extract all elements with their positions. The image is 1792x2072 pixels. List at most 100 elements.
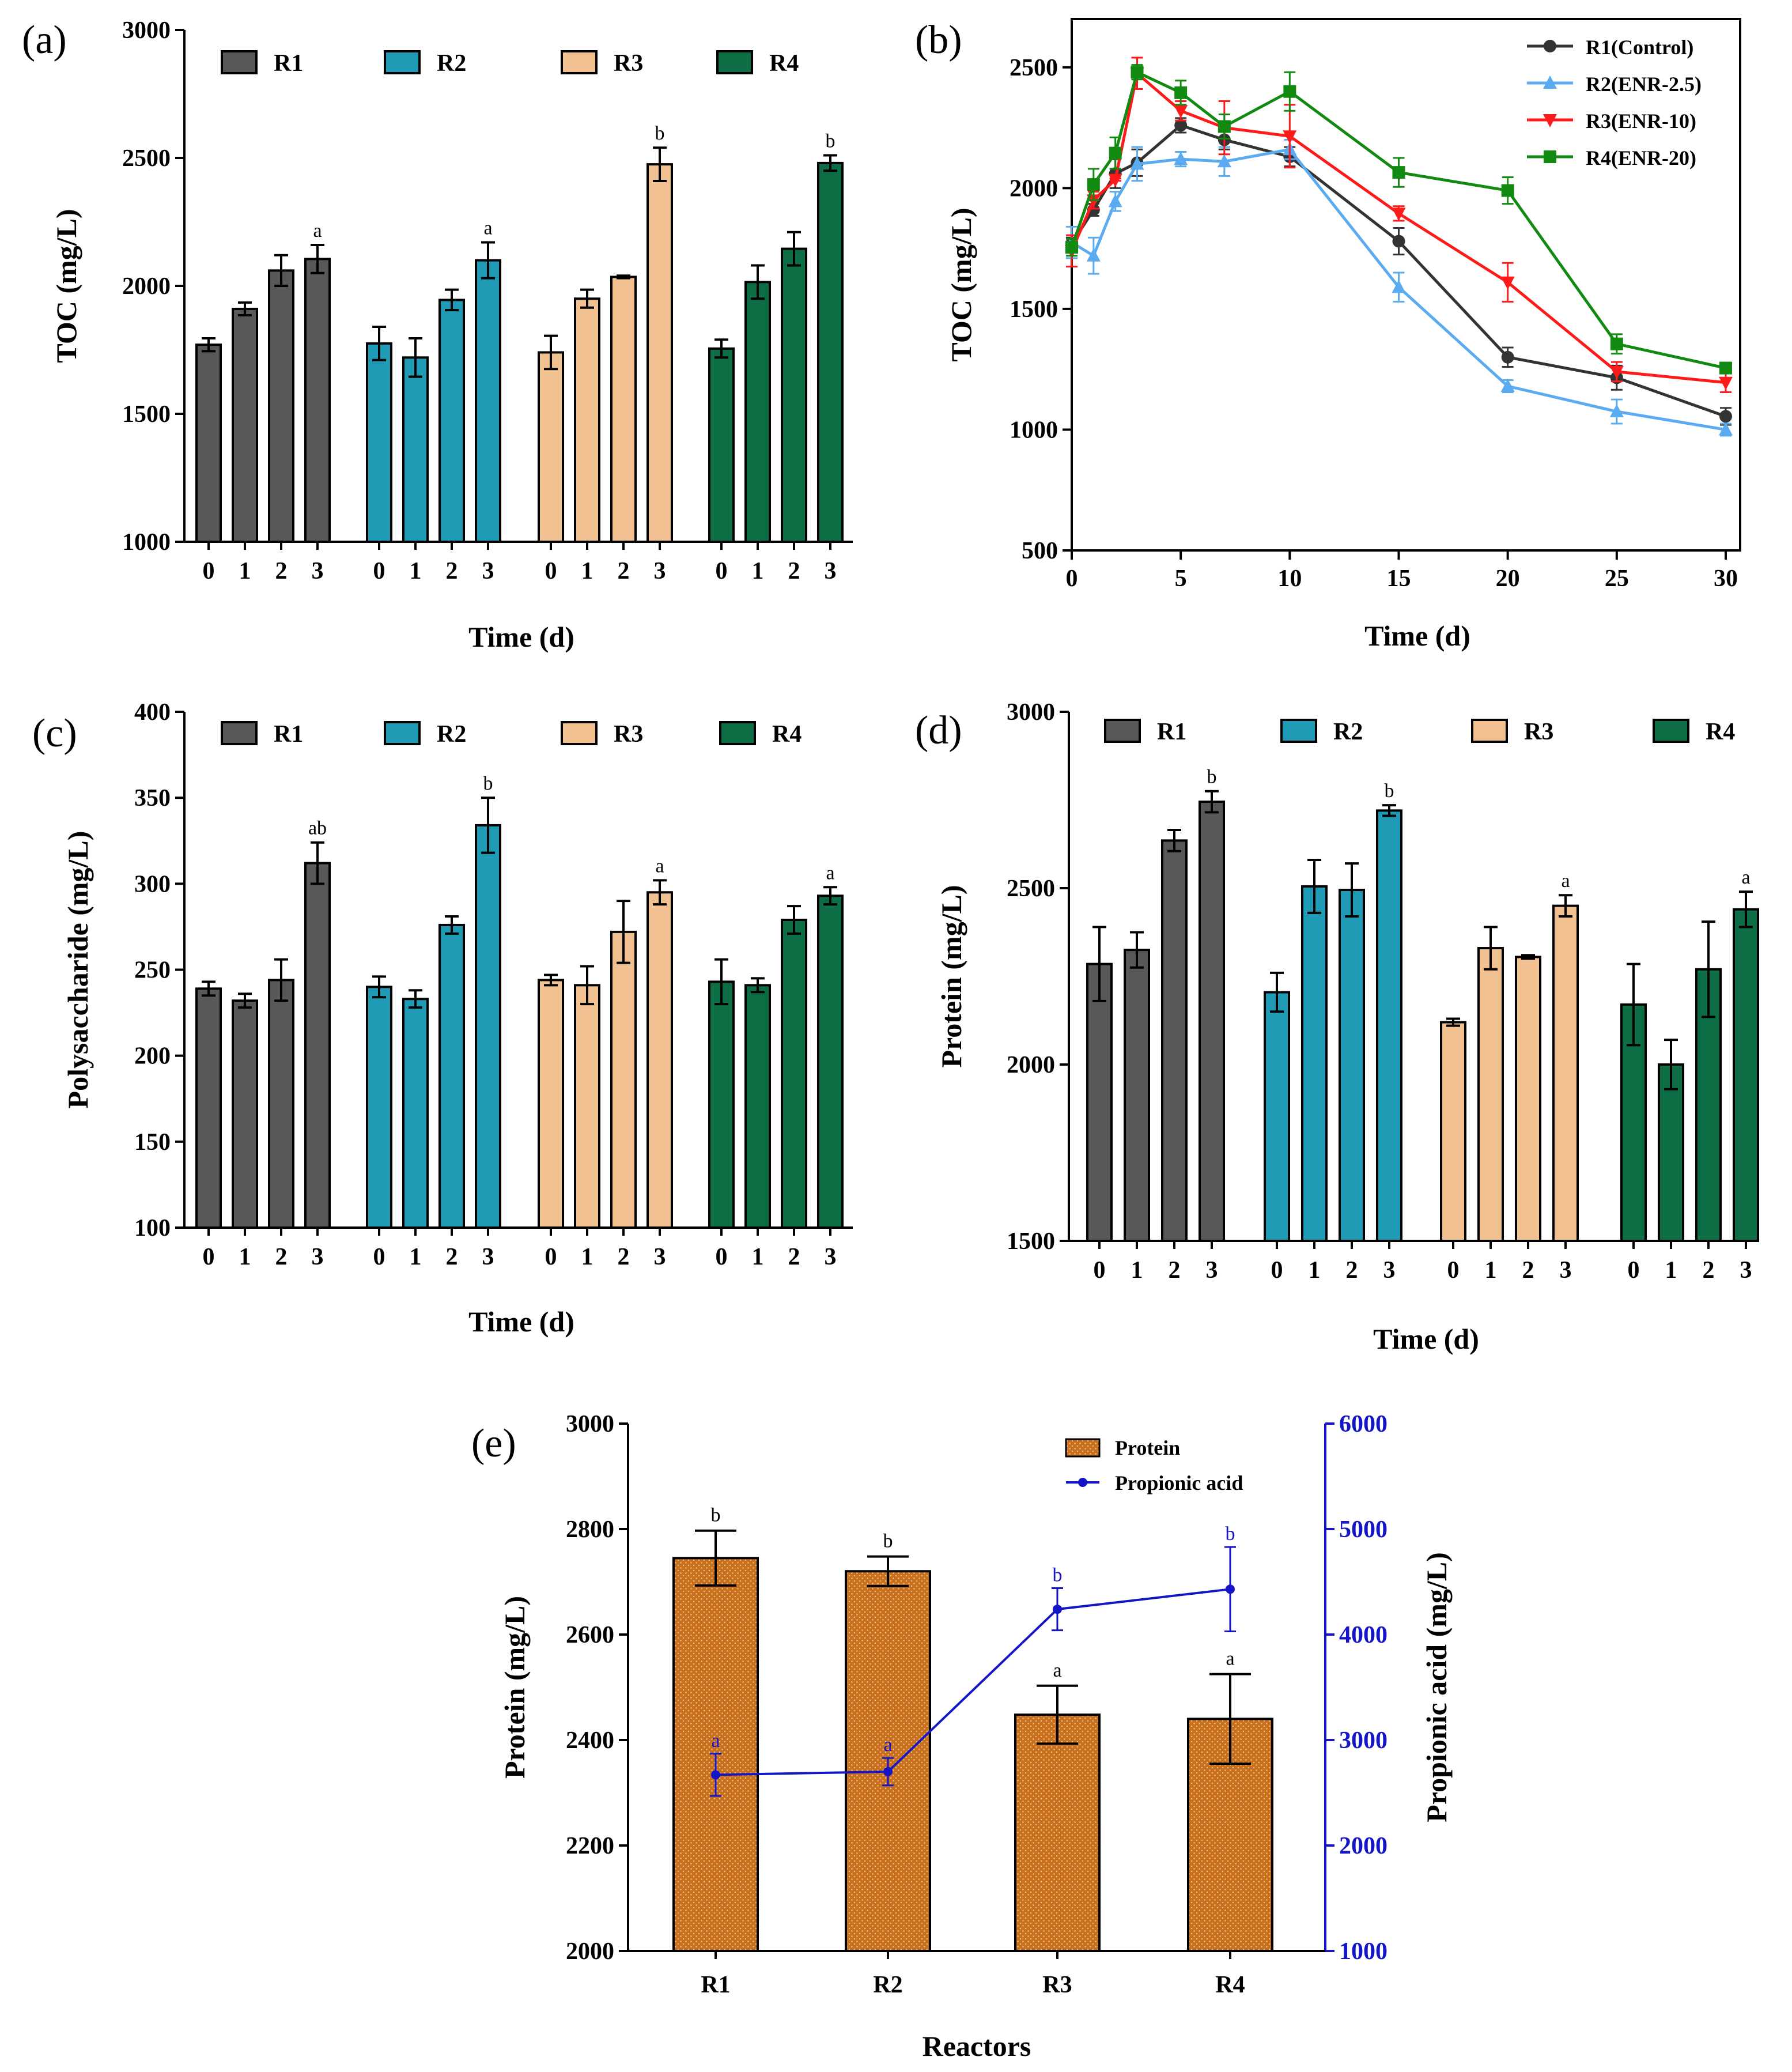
- y-tick-label: 2200: [566, 1833, 614, 1859]
- x-tick-label: 3: [1740, 1257, 1752, 1284]
- x-tick-label: 1: [1665, 1257, 1677, 1284]
- significance-label: a: [1053, 1660, 1061, 1681]
- y-tick-label: 2500: [1010, 55, 1058, 81]
- x-tick-label: 0: [716, 1244, 728, 1270]
- x-tick-label: R4: [1215, 1972, 1245, 1998]
- panel-label: (a): [22, 18, 67, 62]
- plot-frame: [1071, 18, 1741, 552]
- bar-R3-3: [647, 891, 673, 1229]
- point-R3(ENR-10)-d10: [1283, 130, 1297, 144]
- y-tick-label: 3000: [566, 1411, 614, 1437]
- legend-label: R1: [1157, 719, 1186, 745]
- x-tick-label: 2: [788, 1244, 800, 1270]
- y-tick-label: 1500: [1010, 296, 1058, 323]
- point-R2(ENR-2.5)-d5: [1174, 152, 1188, 165]
- y2-tick-label: 4000: [1339, 1622, 1388, 1648]
- y-axis-title: TOC (mg/L): [945, 207, 977, 361]
- point-propionic-acid-R4: [1226, 1584, 1235, 1594]
- legend-marker-R3(ENR-10): [1543, 114, 1557, 127]
- bar-R3-1: [574, 984, 600, 1229]
- point-R4(ENR-20)-d10: [1283, 85, 1296, 98]
- x-tick-label: 1: [752, 1244, 764, 1270]
- y-tick-label: 2500: [1007, 875, 1055, 902]
- x-tick-label: 3: [312, 1244, 324, 1270]
- x-tick-label: 2: [446, 558, 458, 584]
- point-propionic-acid-R2: [883, 1767, 893, 1776]
- significance-label: b: [883, 1531, 893, 1552]
- point-R1(Control)-d5: [1174, 119, 1188, 132]
- legend-swatch-R2: [384, 50, 421, 74]
- bar-R1-1: [232, 307, 258, 544]
- point-R2(ENR-2.5)-d3: [1130, 156, 1144, 170]
- bar-protein-R3: [1014, 1714, 1101, 1953]
- bar-R4-1: [744, 984, 771, 1229]
- legend-swatch-R3: [1471, 719, 1508, 743]
- x-tick-label: 3: [1383, 1257, 1396, 1284]
- x-tick-label: 0: [203, 1244, 215, 1270]
- y-tick-label: 2600: [566, 1622, 614, 1648]
- y-tick-label: 2000: [122, 273, 171, 300]
- bar-R1-1: [1124, 949, 1150, 1242]
- x-tick-label: 1: [1485, 1257, 1497, 1284]
- legend-label: R3: [614, 721, 643, 748]
- legend-swatch-R1: [1104, 719, 1141, 743]
- legend-marker-R2(ENR-2.5): [1543, 76, 1557, 89]
- bar-R3-0: [1440, 1021, 1466, 1243]
- significance-label: a: [1226, 1648, 1234, 1670]
- legend-label: R1: [274, 721, 303, 748]
- y-tick-label: 200: [134, 1043, 171, 1070]
- x-tick-label: 3: [482, 558, 494, 584]
- bar-R1-3: [1199, 801, 1225, 1243]
- x-tick-label: 2: [275, 1244, 288, 1270]
- bar-R3-0: [538, 351, 564, 543]
- x-tick-label: R2: [873, 1972, 902, 1998]
- bar-R2-1: [402, 998, 429, 1229]
- x-tick-label: 1: [410, 1244, 422, 1270]
- x-tick-label: 2: [1169, 1257, 1181, 1284]
- bar-R4-1: [744, 281, 771, 543]
- y-tick-label: 3000: [122, 17, 171, 44]
- significance-label: b: [483, 773, 493, 794]
- bar-R3-2: [610, 275, 637, 543]
- x-tick-label: 0: [373, 1244, 385, 1270]
- x-tick-label: 2: [788, 558, 800, 584]
- point-R4(ENR-20)-d7: [1218, 120, 1231, 133]
- legend-marker-R4(ENR-20): [1544, 150, 1556, 163]
- x-tick-label: 2: [1703, 1257, 1715, 1284]
- y-tick-label: 3000: [1007, 699, 1055, 726]
- point-R3(ENR-10)-d30: [1719, 376, 1733, 390]
- bar-R4-3: [817, 161, 844, 543]
- y-tick-label: 1000: [1010, 417, 1058, 443]
- y-axis-title: Polysaccharide (mg/L): [62, 831, 94, 1109]
- legend-label: R2: [437, 50, 466, 77]
- legend-label: R4(ENR-20): [1586, 146, 1696, 169]
- point-R4(ENR-20)-d5: [1174, 86, 1188, 99]
- y-tick-label: 500: [1022, 538, 1058, 564]
- bar-R3-3: [1552, 904, 1579, 1242]
- legend-marker-propionic-acid: [1078, 1478, 1087, 1487]
- x-tick-label: 30: [1714, 565, 1738, 592]
- significance-label: a: [711, 1730, 720, 1752]
- legend-label: R4: [769, 50, 799, 77]
- bar-R4-3: [1733, 908, 1759, 1242]
- x-tick-label: 0: [1628, 1257, 1640, 1284]
- legend-label: R3: [1524, 719, 1553, 745]
- x-tick-label: 0: [1066, 565, 1078, 592]
- bar-R2-3: [475, 824, 501, 1229]
- significance-label: a: [883, 1734, 892, 1756]
- point-R2(ENR-2.5)-d1: [1086, 248, 1101, 262]
- panel-label: (e): [471, 1421, 516, 1466]
- x-tick-label: 0: [716, 558, 728, 584]
- legend-label: R2: [437, 721, 466, 748]
- legend-swatch-R2: [1280, 719, 1317, 743]
- y-tick-label: 350: [134, 785, 171, 812]
- legend-swatch-R4: [716, 50, 753, 74]
- significance-label: a: [313, 220, 322, 241]
- x-tick-label: 2: [1522, 1257, 1534, 1284]
- significance-label: a: [826, 862, 834, 884]
- bar-R3-2: [610, 930, 637, 1229]
- y-tick-label: 100: [134, 1215, 171, 1241]
- legend-label: R4: [772, 721, 802, 748]
- bar-R2-2: [1339, 889, 1365, 1243]
- bar-R1-2: [1161, 839, 1188, 1242]
